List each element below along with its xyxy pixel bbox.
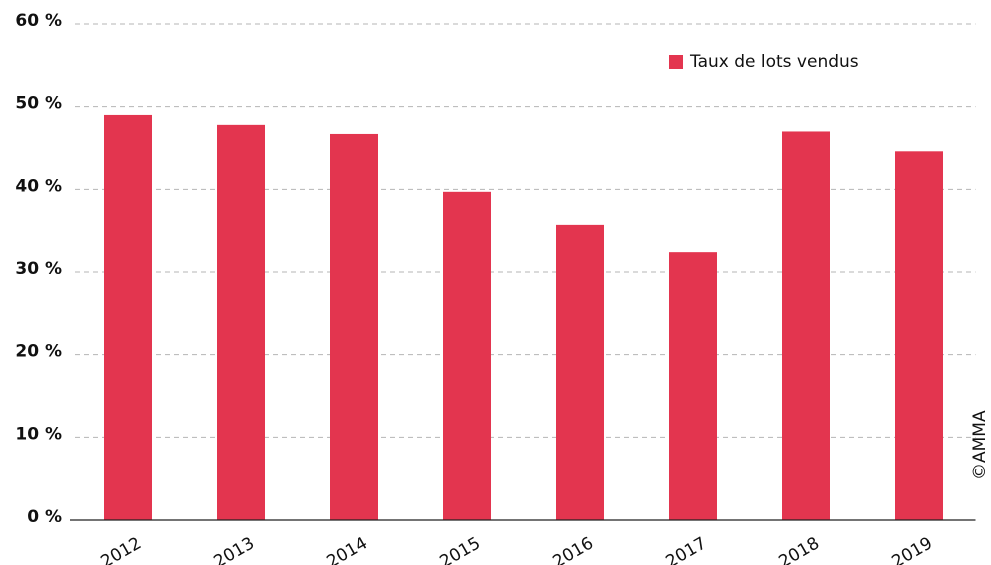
- bar: [895, 151, 943, 520]
- bar: [330, 133, 378, 521]
- legend-swatch: [669, 55, 683, 69]
- y-tick-label: 10 %: [15, 424, 62, 444]
- y-tick-label: 40 %: [15, 176, 62, 196]
- x-tick-label: 2015: [437, 533, 484, 565]
- x-tick-label: 2016: [550, 533, 597, 565]
- bar: [782, 131, 830, 520]
- y-tick-label: 20 %: [15, 342, 62, 362]
- legend-label: Taux de lots vendus: [689, 52, 859, 72]
- x-tick-label: 2012: [98, 533, 145, 565]
- y-tick-label: 50 %: [15, 94, 62, 114]
- x-tick-label: 2019: [889, 533, 936, 565]
- x-tick-label: 2013: [211, 533, 258, 565]
- x-tick-label: 2014: [324, 533, 371, 565]
- bar: [104, 114, 152, 520]
- y-tick-label: 60 %: [15, 11, 62, 31]
- credit: ©AMMA: [970, 410, 990, 480]
- x-tick-label: 2018: [776, 533, 823, 565]
- bar: [443, 191, 491, 520]
- x-tick-label: 2017: [663, 533, 710, 565]
- y-tick-label: 30 %: [15, 259, 62, 279]
- y-tick-label: 0 %: [27, 507, 62, 527]
- bar: [556, 224, 604, 520]
- bar: [217, 124, 265, 520]
- bar: [669, 252, 717, 520]
